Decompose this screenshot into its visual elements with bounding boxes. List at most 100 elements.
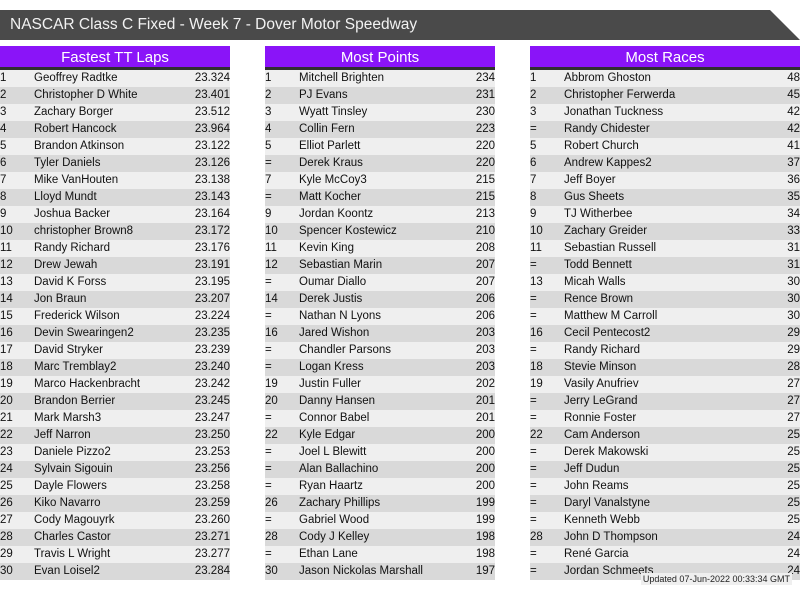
row-value: 23.126 (178, 155, 230, 172)
row-rank: 5 (530, 138, 564, 155)
table-row: 1 Abbrom Ghoston 48 (530, 70, 800, 87)
table-row: 1 Geoffrey Radtke 23.324 (0, 70, 230, 87)
table-row: 27 Cody Magouyrk 23.260 (0, 512, 230, 529)
row-driver-name: Sebastian Marin (299, 257, 443, 274)
row-rank: 3 (265, 104, 299, 121)
row-rank: 10 (0, 223, 34, 240)
table-row: 19 Marco Hackenbracht 23.242 (0, 376, 230, 393)
row-rank: 16 (265, 325, 299, 342)
row-driver-name: Travis L Wright (34, 546, 178, 563)
row-rank: = (265, 512, 299, 529)
row-value: 23.512 (178, 104, 230, 121)
row-rank: = (530, 291, 564, 308)
table-row: 28 John D Thompson 24 (530, 529, 800, 546)
table-row: 22 Cam Anderson 25 (530, 427, 800, 444)
table-row: 3 Jonathan Tuckness 42 (530, 104, 800, 121)
table-row: = Logan Kress 203 (265, 359, 495, 376)
row-rank: 28 (530, 529, 564, 546)
row-value: 215 (443, 172, 495, 189)
row-driver-name: Oumar Diallo (299, 274, 443, 291)
row-value: 30 (748, 291, 800, 308)
row-driver-name: Andrew Kappes2 (564, 155, 748, 172)
row-rank: 24 (0, 461, 34, 478)
row-driver-name: Elliot Parlett (299, 138, 443, 155)
row-driver-name: John D Thompson (564, 529, 748, 546)
row-driver-name: Mike VanHouten (34, 172, 178, 189)
row-value: 34 (748, 206, 800, 223)
row-rank: = (265, 546, 299, 563)
row-value: 23.240 (178, 359, 230, 376)
row-driver-name: Randy Richard (564, 342, 748, 359)
table-row: 26 Zachary Phillips 199 (265, 495, 495, 512)
row-value: 231 (443, 87, 495, 104)
table-row: 11 Kevin King 208 (265, 240, 495, 257)
table-row: 10 Zachary Greider 33 (530, 223, 800, 240)
title-banner: NASCAR Class C Fixed - Week 7 - Dover Mo… (0, 10, 800, 40)
row-value: 23.164 (178, 206, 230, 223)
row-driver-name: TJ Witherbee (564, 206, 748, 223)
row-value: 210 (443, 223, 495, 240)
row-driver-name: Sylvain Sigouin (34, 461, 178, 478)
row-driver-name: Mark Marsh3 (34, 410, 178, 427)
table-row: 4 Robert Hancock 23.964 (0, 121, 230, 138)
row-rank: 16 (0, 325, 34, 342)
row-value: 213 (443, 206, 495, 223)
table-row: 20 Danny Hansen 201 (265, 393, 495, 410)
row-rank: 18 (0, 359, 34, 376)
row-driver-name: Micah Walls (564, 274, 748, 291)
leaderboard-table: 1 Abbrom Ghoston 48 2 Christopher Ferwerda 45… (530, 70, 800, 580)
row-value: 25 (748, 461, 800, 478)
table-row: 13 David K Forss 23.195 (0, 274, 230, 291)
row-driver-name: David Stryker (34, 342, 178, 359)
row-rank: = (265, 274, 299, 291)
row-value: 24 (748, 546, 800, 563)
row-rank: 30 (265, 563, 299, 580)
row-driver-name: Jon Braun (34, 291, 178, 308)
row-value: 23.172 (178, 223, 230, 240)
table-row: 26 Kiko Navarro 23.259 (0, 495, 230, 512)
row-value: 25 (748, 512, 800, 529)
row-rank: 28 (265, 529, 299, 546)
table-row: 6 Andrew Kappes2 37 (530, 155, 800, 172)
row-value: 23.247 (178, 410, 230, 427)
row-value: 25 (748, 427, 800, 444)
row-rank: 23 (0, 444, 34, 461)
row-rank: 6 (530, 155, 564, 172)
row-value: 23.256 (178, 461, 230, 478)
table-row: = Connor Babel 201 (265, 410, 495, 427)
row-driver-name: Matthew M Carroll (564, 308, 748, 325)
table-row: 7 Mike VanHouten 23.138 (0, 172, 230, 189)
row-driver-name: Robert Church (564, 138, 748, 155)
table-row: = Matthew M Carroll 30 (530, 308, 800, 325)
table-row: 28 Cody J Kelley 198 (265, 529, 495, 546)
row-rank: = (265, 155, 299, 172)
row-driver-name: Derek Kraus (299, 155, 443, 172)
table-row: = Matt Kocher 215 (265, 189, 495, 206)
row-driver-name: Cam Anderson (564, 427, 748, 444)
row-driver-name: Charles Castor (34, 529, 178, 546)
row-driver-name: Joshua Backer (34, 206, 178, 223)
row-rank: 8 (530, 189, 564, 206)
row-driver-name: Zachary Borger (34, 104, 178, 121)
row-driver-name: Ronnie Foster (564, 410, 748, 427)
table-row: = Nathan N Lyons 206 (265, 308, 495, 325)
row-driver-name: Robert Hancock (34, 121, 178, 138)
row-rank: 1 (530, 70, 564, 87)
table-row: = Todd Bennett 31 (530, 257, 800, 274)
row-value: 23.207 (178, 291, 230, 308)
row-driver-name: Jonathan Tuckness (564, 104, 748, 121)
row-rank: 1 (265, 70, 299, 87)
row-driver-name: Derek Justis (299, 291, 443, 308)
row-rank: 10 (265, 223, 299, 240)
row-value: 28 (748, 359, 800, 376)
row-driver-name: Logan Kress (299, 359, 443, 376)
row-rank: 7 (265, 172, 299, 189)
table-row: 8 Lloyd Mundt 23.143 (0, 189, 230, 206)
table-row: 11 Sebastian Russell 31 (530, 240, 800, 257)
row-rank: 14 (0, 291, 34, 308)
row-rank: = (265, 189, 299, 206)
row-driver-name: Jared Wishon (299, 325, 443, 342)
table-row: = Daryl Vanalstyne 25 (530, 495, 800, 512)
row-rank: 30 (0, 563, 34, 580)
table-row: 6 Tyler Daniels 23.126 (0, 155, 230, 172)
